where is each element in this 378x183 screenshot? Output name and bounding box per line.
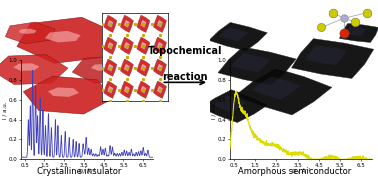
Polygon shape: [305, 45, 346, 65]
Text: Topochemical: Topochemical: [148, 46, 223, 56]
Polygon shape: [104, 15, 117, 32]
Polygon shape: [252, 76, 301, 100]
Polygon shape: [107, 64, 113, 71]
Polygon shape: [137, 37, 150, 54]
Polygon shape: [235, 68, 332, 115]
X-axis label: Q / Å⁻¹: Q / Å⁻¹: [291, 168, 310, 173]
Polygon shape: [137, 59, 150, 76]
Polygon shape: [17, 17, 119, 63]
Polygon shape: [137, 15, 150, 32]
Polygon shape: [153, 15, 166, 32]
Polygon shape: [72, 56, 139, 83]
Polygon shape: [153, 81, 166, 98]
Polygon shape: [291, 39, 374, 79]
X-axis label: Q/ Å⁻¹: Q/ Å⁻¹: [79, 168, 95, 173]
Polygon shape: [141, 20, 146, 27]
Polygon shape: [209, 23, 267, 51]
Polygon shape: [120, 59, 133, 76]
Polygon shape: [157, 42, 163, 49]
Polygon shape: [137, 81, 150, 98]
Polygon shape: [104, 37, 117, 54]
Polygon shape: [104, 81, 117, 98]
Text: Crystalline insulator: Crystalline insulator: [37, 167, 122, 176]
Point: [318, 26, 324, 29]
Polygon shape: [153, 37, 166, 54]
Polygon shape: [120, 37, 133, 54]
Polygon shape: [48, 87, 79, 97]
Polygon shape: [200, 90, 268, 123]
Polygon shape: [124, 42, 130, 49]
Text: reaction: reaction: [163, 72, 208, 82]
Text: Amorphous semiconductor: Amorphous semiconductor: [238, 167, 352, 176]
Polygon shape: [218, 47, 296, 85]
Polygon shape: [19, 29, 36, 34]
Polygon shape: [219, 27, 248, 42]
Polygon shape: [124, 64, 130, 71]
Point: [364, 11, 370, 14]
Polygon shape: [107, 20, 113, 27]
Y-axis label: I / a.u.: I / a.u.: [211, 101, 216, 119]
Polygon shape: [107, 42, 113, 49]
Polygon shape: [13, 63, 40, 71]
Polygon shape: [141, 64, 146, 71]
Polygon shape: [107, 86, 113, 93]
Point: [341, 31, 347, 34]
Point: [341, 17, 347, 20]
Y-axis label: I / a.u.: I / a.u.: [2, 101, 7, 119]
Point: [330, 11, 336, 14]
Polygon shape: [124, 86, 130, 93]
Polygon shape: [45, 31, 81, 42]
Point: [352, 20, 358, 23]
Polygon shape: [91, 64, 114, 71]
Polygon shape: [120, 81, 133, 98]
Polygon shape: [124, 20, 130, 27]
Polygon shape: [153, 59, 166, 76]
Polygon shape: [23, 76, 113, 114]
Polygon shape: [0, 55, 68, 85]
Polygon shape: [157, 86, 163, 93]
Polygon shape: [339, 23, 378, 42]
Polygon shape: [120, 15, 133, 32]
Polygon shape: [141, 42, 146, 49]
Polygon shape: [104, 59, 117, 76]
Polygon shape: [231, 53, 270, 72]
Polygon shape: [5, 22, 55, 44]
Polygon shape: [346, 27, 366, 36]
Polygon shape: [157, 20, 163, 27]
Polygon shape: [212, 96, 246, 112]
Polygon shape: [157, 64, 163, 71]
Polygon shape: [141, 86, 146, 93]
